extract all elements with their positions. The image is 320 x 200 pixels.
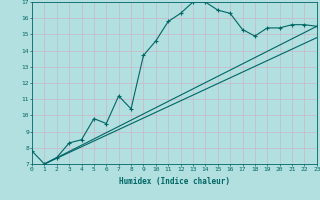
X-axis label: Humidex (Indice chaleur): Humidex (Indice chaleur) bbox=[119, 177, 230, 186]
